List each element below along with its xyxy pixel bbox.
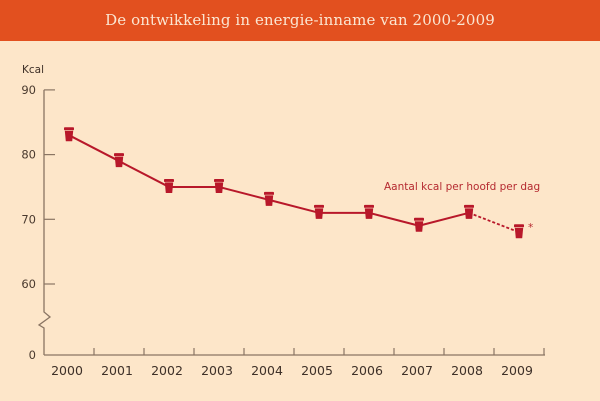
axes: [37, 89, 545, 356]
x-tick-label: 2008: [451, 363, 483, 378]
series-label: Aantal kcal per hoofd per dag: [384, 181, 540, 193]
cup-body: [364, 208, 374, 219]
cup-body: [314, 208, 324, 219]
x-tick-label: 2007: [401, 363, 433, 378]
cup-rim: [464, 204, 474, 208]
x-tick-label: 2009: [501, 363, 533, 378]
y-tick-label: 0: [29, 348, 36, 362]
cup-body: [64, 130, 74, 142]
series-segment-dashed: [468, 211, 520, 234]
series-segment: [218, 185, 270, 201]
series-segment: [118, 160, 170, 188]
cup-icon: [514, 224, 524, 239]
x-tick-label: 2006: [351, 363, 383, 378]
cup-rim: [214, 178, 224, 182]
y-axis-ticks: 0 60 70 80 90: [21, 83, 55, 362]
x-tick-label: 2004: [251, 363, 283, 378]
cup-icon: [164, 178, 174, 193]
cup-rim: [364, 204, 374, 208]
x-tick-label: 2005: [301, 363, 333, 378]
series-segment: [268, 198, 320, 214]
x-axis-ticks: 2000 2001 2002 2003 2004 2005 2006 2007 2008 2009: [51, 348, 545, 378]
cup-rim: [414, 217, 424, 221]
x-tick-label: 2000: [51, 363, 83, 378]
chart-title: De ontwikkeling in energie-inname van 20…: [105, 10, 495, 29]
cup-icon: [64, 127, 74, 142]
cup-icon: [264, 191, 274, 206]
cup-icon: [364, 204, 374, 219]
cup-body: [264, 195, 274, 206]
x-tick-label: 2002: [151, 363, 183, 378]
x-tick-label: 2003: [201, 363, 233, 378]
cup-rim: [514, 224, 524, 228]
cup-body: [414, 221, 424, 232]
footnote-asterisk: *: [528, 222, 533, 234]
cup-body: [114, 156, 124, 168]
cup-body: [164, 182, 174, 193]
series-segment: [418, 211, 470, 227]
cup-rim: [314, 204, 324, 208]
y-tick-label: 90: [21, 83, 36, 97]
series-segment: [68, 134, 120, 162]
y-tick-label: 80: [21, 148, 36, 162]
cup-icon: [114, 153, 124, 168]
y-tick-label: 70: [21, 212, 36, 226]
cup-icon: [314, 204, 324, 219]
cup-rim: [164, 178, 174, 182]
cup-icon: [464, 204, 474, 219]
y-axis-line: [37, 89, 52, 355]
cup-rim: [114, 153, 124, 157]
x-tick-label: 2001: [101, 363, 133, 378]
cup-icon: [214, 178, 224, 193]
cup-body: [214, 182, 224, 193]
y-axis-unit-label: Kcal: [22, 64, 44, 76]
series-segment: [368, 211, 420, 227]
cup-rim: [264, 191, 274, 195]
cup-rim: [64, 127, 74, 131]
y-tick-label: 60: [21, 277, 36, 291]
cup-body: [464, 208, 474, 219]
cup-body: [514, 227, 524, 239]
series-kcal-per-capita: *: [64, 127, 533, 239]
cup-icon: [414, 217, 424, 232]
chart-header: De ontwikkeling in energie-inname van 20…: [0, 0, 600, 41]
